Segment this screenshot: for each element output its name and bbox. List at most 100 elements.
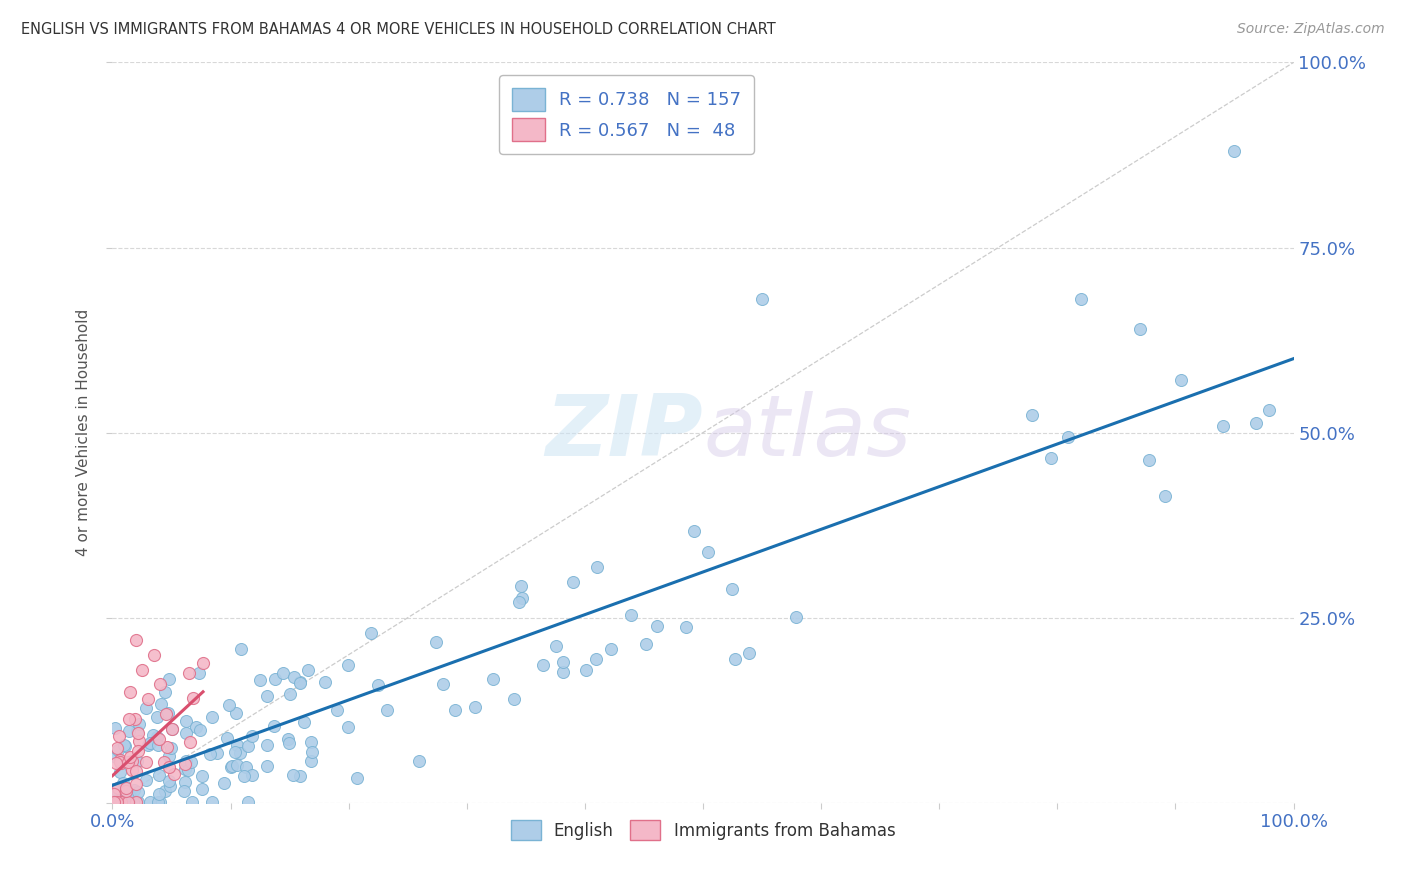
Point bbox=[146, 738, 169, 752]
Point bbox=[163, 767, 186, 781]
Point bbox=[271, 666, 294, 681]
Point bbox=[179, 735, 201, 749]
Point bbox=[148, 732, 170, 747]
Point bbox=[149, 795, 172, 809]
Point bbox=[221, 759, 243, 773]
Point bbox=[283, 768, 305, 782]
Point bbox=[224, 745, 246, 759]
Point bbox=[142, 648, 165, 662]
Point bbox=[125, 764, 148, 778]
Point bbox=[104, 795, 127, 809]
Point bbox=[153, 783, 176, 797]
Point bbox=[299, 754, 322, 768]
Point bbox=[508, 595, 530, 609]
Point bbox=[278, 736, 301, 750]
Point bbox=[190, 769, 212, 783]
Point bbox=[191, 782, 214, 797]
Point bbox=[125, 723, 148, 738]
Point bbox=[277, 732, 299, 747]
Point bbox=[114, 739, 136, 753]
Point bbox=[503, 692, 526, 706]
Point bbox=[105, 795, 128, 809]
Point bbox=[125, 777, 148, 791]
Point bbox=[157, 672, 180, 686]
Point bbox=[721, 582, 744, 596]
Point bbox=[256, 759, 278, 773]
Point bbox=[149, 697, 172, 711]
Point bbox=[177, 764, 200, 778]
Text: ENGLISH VS IMMIGRANTS FROM BAHAMAS 4 OR MORE VEHICLES IN HOUSEHOLD CORRELATION C: ENGLISH VS IMMIGRANTS FROM BAHAMAS 4 OR … bbox=[21, 22, 776, 37]
Point bbox=[240, 768, 263, 782]
Point bbox=[127, 785, 149, 799]
Point bbox=[512, 591, 534, 605]
Point bbox=[675, 620, 697, 634]
Point bbox=[724, 652, 747, 666]
Point bbox=[122, 783, 145, 797]
Point bbox=[117, 795, 139, 809]
Point bbox=[121, 764, 143, 778]
Point bbox=[226, 738, 249, 752]
Point bbox=[301, 746, 323, 760]
Point bbox=[283, 670, 305, 684]
Point bbox=[297, 663, 319, 677]
Point bbox=[148, 795, 170, 809]
Point bbox=[599, 642, 621, 657]
Point bbox=[142, 729, 165, 743]
Point bbox=[256, 738, 278, 752]
Point bbox=[337, 658, 360, 673]
Point bbox=[160, 722, 183, 736]
Point bbox=[128, 717, 150, 731]
Point bbox=[215, 731, 238, 745]
Point bbox=[136, 739, 159, 753]
Point bbox=[139, 736, 162, 750]
Point bbox=[188, 723, 211, 738]
Point bbox=[636, 636, 658, 650]
Point bbox=[1137, 452, 1160, 467]
Point bbox=[314, 675, 336, 690]
Point bbox=[510, 579, 533, 593]
Point bbox=[105, 795, 128, 809]
Point bbox=[105, 795, 128, 809]
Text: atlas: atlas bbox=[703, 391, 911, 475]
Point bbox=[432, 677, 454, 691]
Point bbox=[188, 666, 211, 681]
Point bbox=[288, 675, 311, 690]
Point bbox=[1070, 293, 1092, 307]
Point bbox=[120, 685, 142, 699]
Point bbox=[104, 750, 127, 764]
Point bbox=[205, 747, 228, 761]
Point bbox=[105, 740, 128, 755]
Point bbox=[103, 795, 125, 809]
Point bbox=[236, 739, 259, 753]
Point bbox=[131, 663, 153, 677]
Point bbox=[574, 663, 596, 677]
Point bbox=[288, 674, 311, 689]
Point bbox=[1021, 408, 1043, 422]
Point bbox=[157, 774, 180, 789]
Point bbox=[1154, 489, 1177, 503]
Point bbox=[107, 793, 129, 807]
Point bbox=[179, 665, 201, 680]
Point bbox=[127, 795, 149, 809]
Point bbox=[346, 771, 368, 785]
Text: ZIP: ZIP bbox=[546, 391, 703, 475]
Point bbox=[174, 754, 197, 768]
Point bbox=[218, 698, 240, 712]
Point bbox=[124, 795, 146, 809]
Point bbox=[225, 706, 247, 720]
Point bbox=[156, 739, 179, 754]
Point bbox=[117, 795, 139, 809]
Point bbox=[1223, 145, 1246, 159]
Point bbox=[108, 795, 131, 809]
Point bbox=[367, 678, 389, 692]
Point bbox=[160, 722, 183, 736]
Point bbox=[156, 706, 179, 720]
Point bbox=[121, 795, 143, 809]
Point bbox=[174, 775, 197, 789]
Point bbox=[200, 709, 222, 723]
Point bbox=[1039, 450, 1062, 465]
Point bbox=[149, 677, 172, 691]
Point bbox=[464, 700, 486, 714]
Point bbox=[229, 746, 252, 760]
Point bbox=[174, 763, 197, 777]
